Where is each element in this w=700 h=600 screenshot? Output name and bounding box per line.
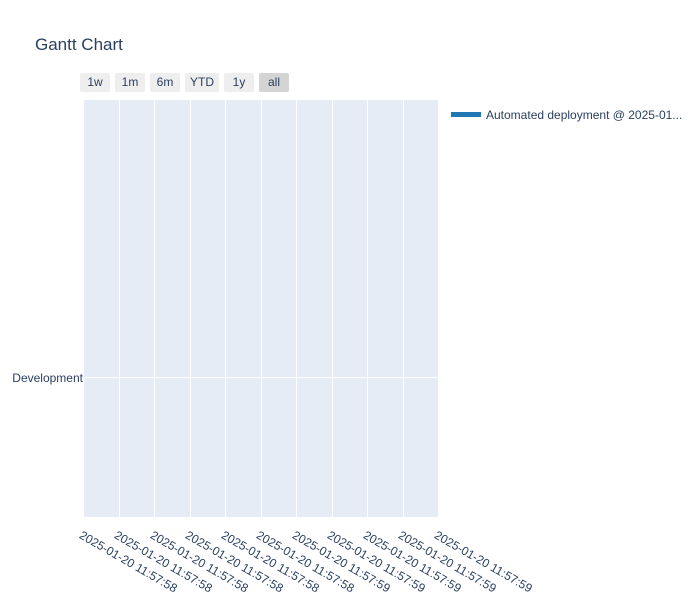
chart-title: Gantt Chart: [35, 35, 123, 54]
gridline: [261, 100, 262, 517]
legend-swatch-icon[interactable]: [451, 112, 481, 117]
range-button-1m[interactable]: 1m: [115, 73, 145, 92]
gridline: [190, 100, 191, 517]
plot-area[interactable]: [84, 100, 438, 517]
range-button-1y[interactable]: 1y: [224, 73, 254, 92]
gridline: [154, 100, 155, 517]
range-button-1w[interactable]: 1w: [80, 73, 110, 92]
gridline: [296, 100, 297, 517]
legend-item-label[interactable]: Automated deployment @ 2025-01...: [486, 108, 683, 122]
gridline: [403, 100, 404, 517]
gridline: [119, 100, 120, 517]
gridline: [225, 100, 226, 517]
range-button-ytd[interactable]: YTD: [185, 73, 219, 92]
range-button-6m[interactable]: 6m: [150, 73, 180, 92]
gridline: [84, 377, 438, 378]
range-button-all[interactable]: all: [259, 73, 289, 92]
gridline: [332, 100, 333, 517]
y-axis-label-development: Development: [12, 371, 83, 385]
gridline: [367, 100, 368, 517]
